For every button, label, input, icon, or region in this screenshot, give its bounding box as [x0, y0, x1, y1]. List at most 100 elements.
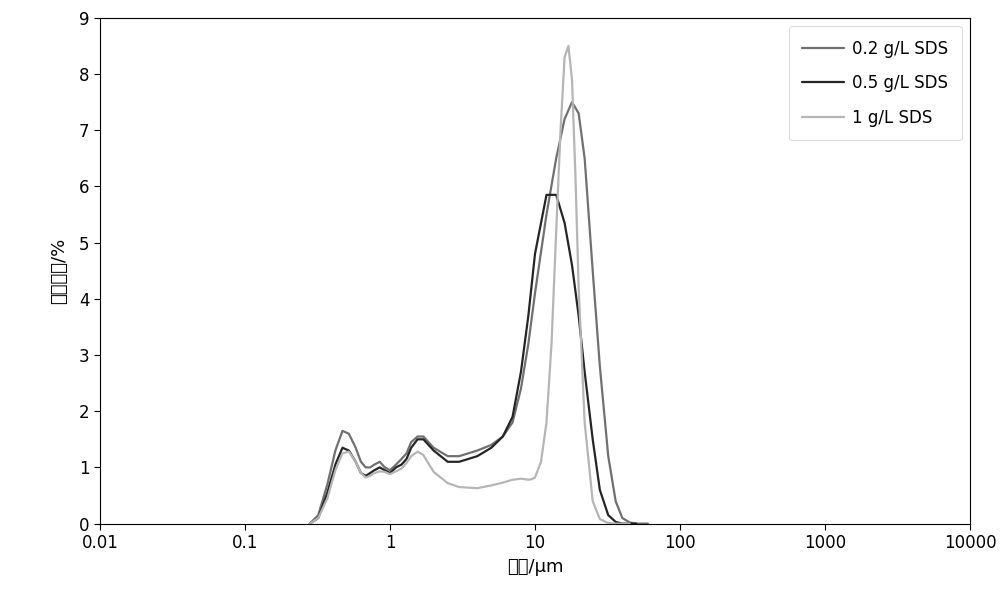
0.5 g/L SDS [485, 444, 497, 451]
1 g/L SDS [550, 228, 562, 235]
1 g/L SDS [336, 450, 348, 457]
0.2 g/L SDS [412, 433, 424, 440]
0.5 g/L SDS [507, 414, 519, 421]
0.5 g/L SDS [355, 469, 367, 477]
0.5 g/L SDS [401, 455, 413, 462]
0.2 g/L SDS [343, 430, 355, 437]
1 g/L SDS [526, 475, 538, 483]
1 g/L SDS [569, 171, 581, 178]
Y-axis label: 体积密度/%: 体积密度/% [50, 237, 68, 304]
Line: 0.2 g/L SDS: 0.2 g/L SDS [310, 102, 648, 524]
0.5 g/L SDS [312, 515, 324, 522]
0.5 g/L SDS [405, 444, 417, 451]
X-axis label: 粒径/μm: 粒径/μm [507, 558, 563, 575]
0.2 g/L SDS [401, 450, 413, 457]
0.2 g/L SDS [364, 464, 376, 471]
Legend: 0.2 g/L SDS, 0.5 g/L SDS, 1 g/L SDS: 0.2 g/L SDS, 0.5 g/L SDS, 1 g/L SDS [789, 26, 962, 140]
0.5 g/L SDS [321, 489, 333, 496]
0.2 g/L SDS [529, 290, 541, 297]
1 g/L SDS [364, 472, 376, 480]
0.5 g/L SDS [610, 518, 622, 525]
1 g/L SDS [535, 458, 547, 465]
1 g/L SDS [540, 419, 552, 426]
0.5 g/L SDS [360, 472, 372, 480]
0.5 g/L SDS [630, 520, 642, 527]
0.5 g/L SDS [515, 368, 527, 375]
0.5 g/L SDS [616, 520, 628, 527]
0.2 g/L SDS [602, 453, 614, 460]
0.2 g/L SDS [515, 385, 527, 392]
1 g/L SDS [428, 468, 440, 475]
0.5 g/L SDS [602, 512, 614, 519]
1 g/L SDS [573, 284, 585, 291]
0.2 g/L SDS [355, 458, 367, 465]
1 g/L SDS [412, 448, 424, 455]
1 g/L SDS [442, 480, 454, 487]
0.5 g/L SDS [412, 436, 424, 443]
0.2 g/L SDS [336, 427, 348, 434]
0.2 g/L SDS [540, 211, 552, 218]
0.2 g/L SDS [453, 453, 465, 460]
0.5 g/L SDS [384, 469, 396, 477]
0.5 g/L SDS [594, 486, 606, 493]
1 g/L SDS [374, 468, 386, 475]
0.2 g/L SDS [384, 466, 396, 474]
1 g/L SDS [417, 452, 429, 459]
1 g/L SDS [624, 520, 636, 527]
0.5 g/L SDS [587, 436, 599, 443]
0.5 g/L SDS [573, 312, 585, 320]
0.5 g/L SDS [350, 458, 362, 465]
1 g/L SDS [304, 520, 316, 527]
0.2 g/L SDS [550, 155, 562, 162]
0.2 g/L SDS [304, 520, 316, 527]
0.5 g/L SDS [540, 192, 552, 199]
0.5 g/L SDS [304, 520, 316, 527]
Line: 0.5 g/L SDS: 0.5 g/L SDS [310, 195, 636, 524]
1 g/L SDS [579, 419, 591, 426]
0.5 g/L SDS [374, 464, 386, 471]
0.2 g/L SDS [405, 439, 417, 446]
1 g/L SDS [379, 468, 391, 475]
0.2 g/L SDS [642, 520, 654, 527]
1 g/L SDS [529, 474, 541, 481]
1 g/L SDS [401, 459, 413, 466]
1 g/L SDS [360, 474, 372, 481]
0.2 g/L SDS [610, 497, 622, 505]
1 g/L SDS [329, 466, 341, 474]
Line: 1 g/L SDS: 1 g/L SDS [310, 46, 630, 524]
0.2 g/L SDS [350, 444, 362, 451]
1 g/L SDS [602, 519, 614, 527]
1 g/L SDS [522, 476, 534, 483]
0.2 g/L SDS [379, 464, 391, 471]
0.2 g/L SDS [559, 115, 571, 123]
0.5 g/L SDS [529, 250, 541, 258]
0.2 g/L SDS [566, 99, 578, 106]
1 g/L SDS [559, 54, 571, 61]
0.2 g/L SDS [374, 458, 386, 465]
0.2 g/L SDS [321, 481, 333, 488]
0.5 g/L SDS [379, 466, 391, 474]
0.2 g/L SDS [630, 520, 642, 527]
1 g/L SDS [471, 484, 483, 491]
1 g/L SDS [453, 484, 465, 491]
1 g/L SDS [395, 465, 407, 472]
1 g/L SDS [485, 482, 497, 489]
1 g/L SDS [350, 458, 362, 465]
0.5 g/L SDS [336, 444, 348, 451]
0.5 g/L SDS [453, 458, 465, 465]
0.2 g/L SDS [471, 447, 483, 454]
0.2 g/L SDS [624, 519, 636, 526]
0.2 g/L SDS [368, 461, 380, 468]
1 g/L SDS [507, 476, 519, 483]
0.5 g/L SDS [395, 461, 407, 468]
1 g/L SDS [390, 468, 402, 475]
0.2 g/L SDS [587, 267, 599, 274]
0.2 g/L SDS [522, 340, 534, 347]
1 g/L SDS [594, 515, 606, 522]
0.5 g/L SDS [390, 464, 402, 471]
0.2 g/L SDS [579, 155, 591, 162]
0.2 g/L SDS [395, 455, 407, 462]
0.5 g/L SDS [579, 368, 591, 375]
1 g/L SDS [610, 520, 622, 527]
0.2 g/L SDS [616, 515, 628, 522]
